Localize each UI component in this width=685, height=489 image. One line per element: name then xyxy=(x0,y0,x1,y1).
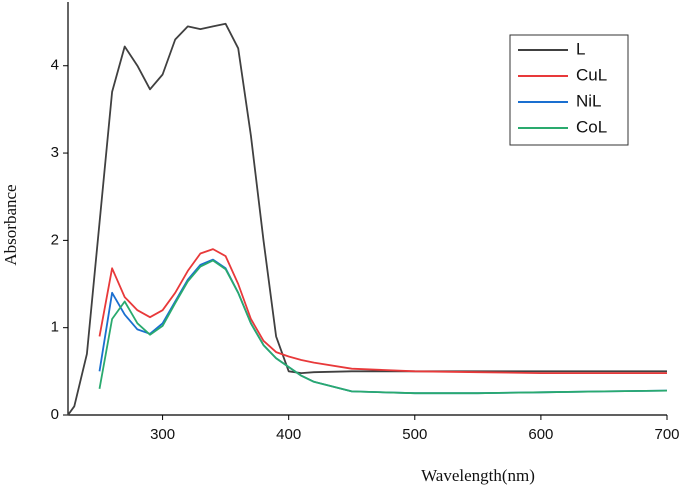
series-line xyxy=(98,259,668,395)
x-tick-label: 400 xyxy=(276,426,301,443)
x-tick-label: 300 xyxy=(150,426,175,443)
x-tick-label: 500 xyxy=(402,426,427,443)
y-tick-label: 3 xyxy=(51,144,59,161)
x-axis-label: Wavelength(nm) xyxy=(421,466,535,485)
y-tick-label: 4 xyxy=(51,57,59,74)
x-tick-label: 600 xyxy=(528,426,553,443)
y-tick-label: 2 xyxy=(51,231,59,248)
legend-label: L xyxy=(576,39,585,58)
legend-label: CoL xyxy=(576,117,607,136)
x-tick-label: 700 xyxy=(654,426,679,443)
legend-label: CuL xyxy=(576,65,607,84)
y-tick-label: 1 xyxy=(51,319,59,336)
y-axis-label: Absorbance xyxy=(1,184,20,265)
series-line xyxy=(98,248,667,374)
legend-label: NiL xyxy=(576,91,602,110)
y-tick-label: 0 xyxy=(51,406,59,423)
legend-box xyxy=(509,34,629,146)
